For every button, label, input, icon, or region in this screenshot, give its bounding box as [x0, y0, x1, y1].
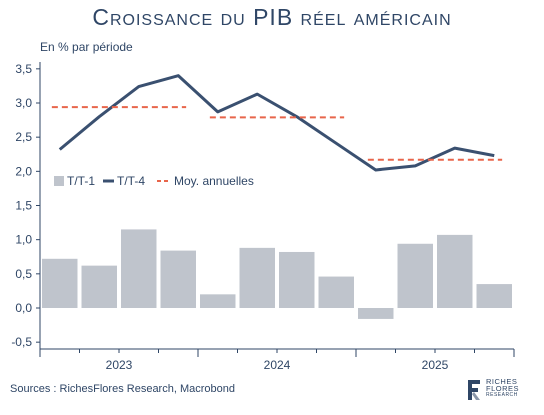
legend-label: Moy. annuelles	[174, 174, 254, 188]
x-year-label: 2025	[422, 358, 449, 372]
unit-label: En % par période	[40, 40, 133, 54]
y-tick-label: 1,5	[15, 199, 32, 213]
legend-label: T/T-4	[117, 174, 145, 188]
x-year-label: 2024	[264, 358, 291, 372]
logo-word-1: RICHES	[486, 377, 518, 386]
x-axis: 2023 2024 2025	[39, 348, 515, 372]
line-series	[51, 74, 503, 172]
bar-series	[42, 229, 512, 319]
bar	[476, 284, 512, 308]
y-tick-label: 3,0	[15, 96, 32, 110]
line-tt4	[58, 74, 495, 172]
bar	[397, 243, 433, 308]
bar	[121, 229, 157, 308]
bar	[279, 251, 315, 308]
y-axis: -0,5 0,0 0,5 1,0 1,5 2,0 2,5 3,0 3,5	[11, 62, 41, 349]
bar	[200, 294, 236, 308]
bar	[358, 308, 394, 319]
brand-logo: RICHES FLORES RESEARCH	[466, 376, 536, 408]
riches-flores-logo-icon	[468, 380, 480, 400]
bar	[437, 234, 473, 308]
logo-word-2: FLORES	[486, 384, 520, 393]
bar	[42, 258, 78, 308]
bar	[318, 276, 354, 308]
source-note: Sources : RichesFlores Research, Macrobo…	[10, 383, 235, 395]
legend-label: T/T-1	[67, 174, 95, 188]
chart-title: Croissance du PIB réel américain	[92, 4, 452, 30]
logo-word-3: RESEARCH	[486, 392, 518, 398]
legend-swatch-bar	[54, 176, 64, 186]
y-tick-label: 1,0	[15, 233, 32, 247]
y-tick-label: 3,5	[15, 62, 32, 76]
y-tick-label: 0,5	[15, 267, 32, 281]
x-year-label: 2023	[106, 358, 133, 372]
y-tick-label: 2,0	[15, 164, 32, 178]
bar	[239, 247, 275, 308]
legend: T/T-1 T/T-4 Moy. annuelles	[54, 174, 254, 188]
y-tick-label: 0,0	[15, 301, 32, 315]
bar	[160, 250, 196, 308]
bar	[81, 265, 117, 308]
y-tick-label: -0,5	[11, 335, 32, 349]
y-tick-label: 2,5	[15, 130, 32, 144]
